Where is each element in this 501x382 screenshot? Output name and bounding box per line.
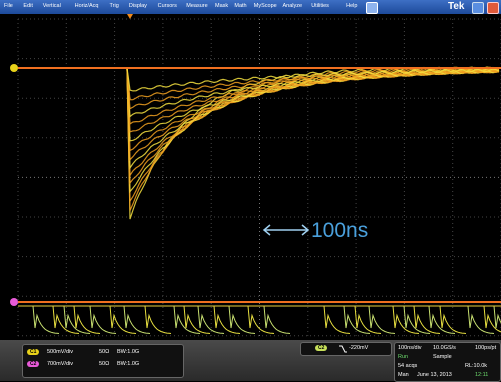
channel-badge[interactable]: C2 (27, 361, 39, 367)
menu-bar: Tek File Edit Vertical Horiz/Acq Trig Display… (0, 0, 501, 14)
acquisition-box: 100ns/div 10.0GS/s 100ps/pt Run Sample 5… (394, 342, 501, 382)
channel-impedance: 50Ω (99, 361, 109, 367)
menu-item[interactable]: Help (346, 3, 357, 9)
channel-badge[interactable]: C1 (27, 349, 39, 355)
record-length: RL:10.0k (465, 363, 487, 369)
menu-item[interactable]: Measure (186, 3, 207, 9)
menu-item[interactable]: Display (129, 3, 147, 9)
menu-item[interactable]: Utilities (311, 3, 329, 9)
menu-item[interactable]: Trig (110, 3, 119, 9)
menu-icon[interactable] (366, 2, 378, 14)
oscilloscope-screen: Tek File Edit Vertical Horiz/Acq Trig Display… (0, 0, 501, 381)
trigger-slope-icon (339, 345, 347, 353)
menu-item[interactable]: Horiz/Acq (75, 3, 99, 9)
menu-item[interactable]: Analyze (283, 3, 303, 9)
menu-item[interactable]: MyScope (254, 3, 277, 9)
channel-scale: 700mV/div (47, 361, 73, 367)
menu-item[interactable]: File (4, 3, 13, 9)
annotation: 100ns (311, 219, 368, 242)
ch1-marker (10, 64, 18, 72)
close-button[interactable] (487, 2, 499, 14)
channel-box: C1 500mV/div 50Ω BW:1.0G C2 700mV/div 50Ω BW:1.… (22, 344, 184, 378)
brand: Tek (448, 1, 465, 12)
menu-item[interactable]: Vertical (43, 3, 61, 9)
acq-count: 54 acqs (398, 363, 417, 369)
trigger-box: C2 -220mV (300, 342, 392, 356)
waveform-display: 100ns (0, 14, 501, 340)
time: 12:11 (475, 372, 488, 378)
status-panel: C1 500mV/div 50Ω BW:1.0G C2 700mV/div 50Ω BW:1.… (0, 340, 501, 381)
timebase: 100ns/div (398, 345, 422, 351)
menu-item[interactable]: Cursors (158, 3, 177, 9)
minimize-button[interactable] (472, 2, 484, 14)
acq-mode: Sample (433, 354, 452, 360)
trigger-mode: Man (398, 372, 409, 378)
channel-bandwidth: BW:1.0G (117, 361, 139, 367)
menu-item[interactable]: Edit (23, 3, 32, 9)
sample-rate: 10.0GS/s (433, 345, 456, 351)
date: June 13, 2013 (417, 372, 452, 378)
trigger-source: C2 (315, 345, 327, 351)
channel-bandwidth: BW:1.0G (117, 349, 139, 355)
menu-item[interactable]: Mask (215, 3, 228, 9)
run-state: Run (398, 354, 408, 360)
ch2-marker (10, 298, 18, 306)
channel-scale: 500mV/div (47, 349, 73, 355)
trigger-level: -220mV (349, 345, 368, 351)
menu-item[interactable]: Math (234, 3, 246, 9)
channel-impedance: 50Ω (99, 349, 109, 355)
resolution: 100ps/pt (475, 345, 496, 351)
